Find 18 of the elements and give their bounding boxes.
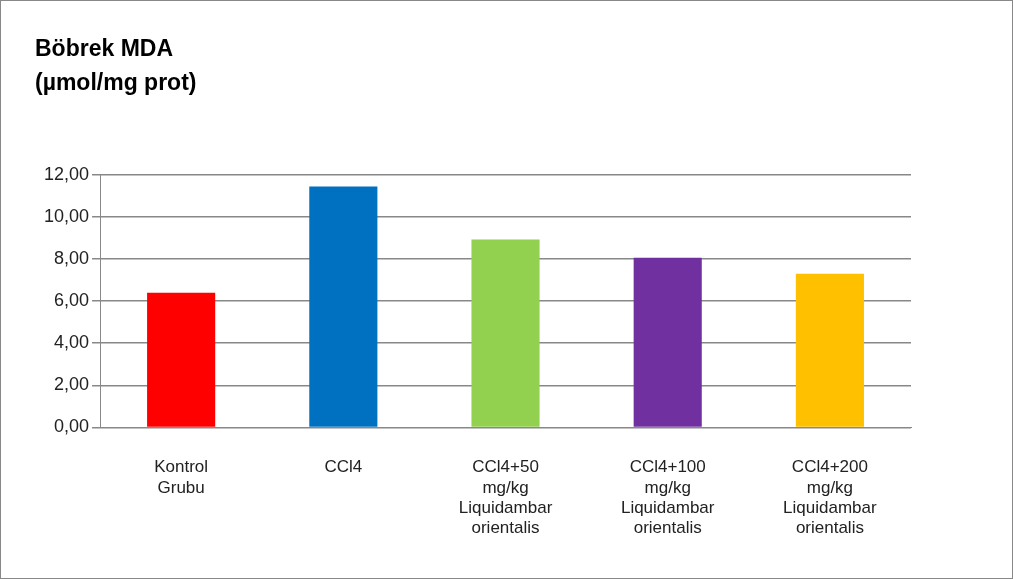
bar <box>147 292 216 427</box>
y-tick-label: 8,00 <box>54 247 90 268</box>
bar <box>309 186 378 427</box>
x-tick-label: CCl4+100 mg/kg Liquidambar orientalis <box>620 457 715 538</box>
y-tick-label: 12,00 <box>44 163 90 184</box>
bar <box>795 273 864 427</box>
y-tick-label: 6,00 <box>54 290 90 311</box>
x-tick-label: CCl4+200 mg/kg Liquidambar orientalis <box>783 457 878 538</box>
x-tick-label: CCl4 <box>324 457 363 477</box>
y-tick-label: 2,00 <box>54 374 90 395</box>
bar <box>471 239 540 427</box>
y-tick-label: 10,00 <box>44 205 90 226</box>
y-axis-title: Böbrek MDA (µmol/mg prot) <box>35 34 198 97</box>
bar <box>633 257 702 427</box>
y-tick-label: 0,00 <box>54 416 90 437</box>
y-tick-label: 4,00 <box>54 332 90 353</box>
x-tick-label: CCl4+50 mg/kg Liquidambar orientalis <box>458 457 553 538</box>
x-tick-label: Kontrol Grubu <box>154 457 209 497</box>
